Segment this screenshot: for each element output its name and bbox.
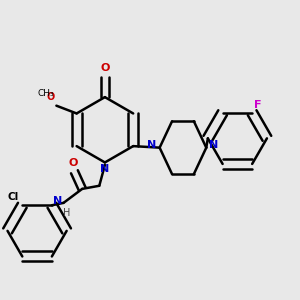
Text: N: N	[209, 140, 219, 150]
Text: F: F	[254, 100, 261, 110]
Text: O: O	[46, 92, 55, 102]
Text: Cl: Cl	[8, 192, 19, 202]
Text: O: O	[68, 158, 77, 168]
Text: O: O	[100, 63, 110, 73]
Text: N: N	[53, 196, 62, 206]
Text: N: N	[100, 164, 110, 174]
Text: H: H	[63, 208, 70, 218]
Text: CH₃: CH₃	[37, 89, 54, 98]
Text: N: N	[147, 140, 157, 150]
